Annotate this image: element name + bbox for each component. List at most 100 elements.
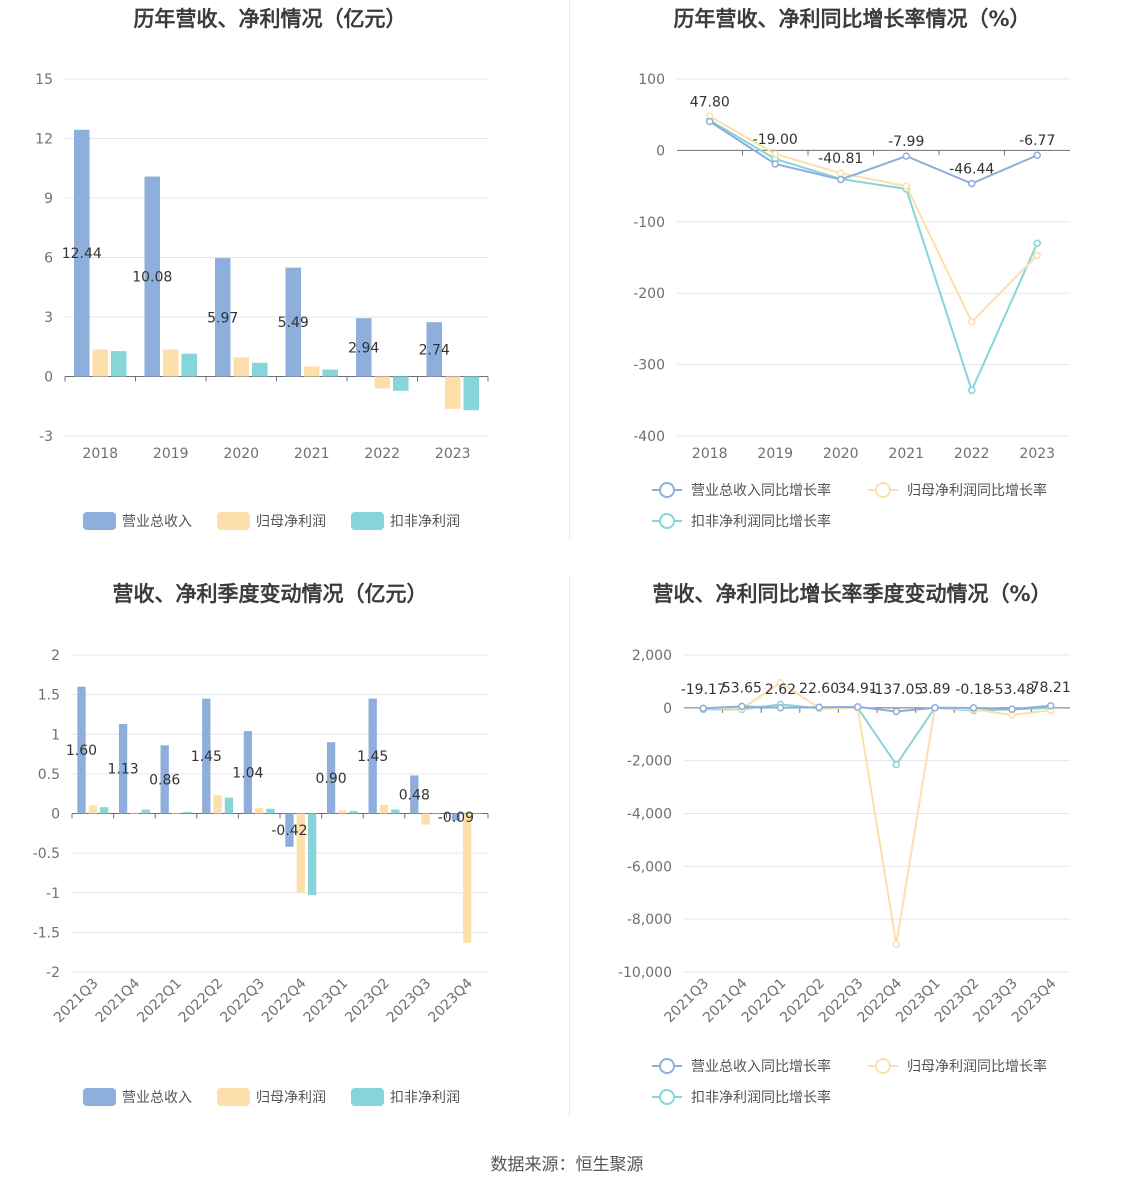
- legend-swatch-marker: [659, 482, 675, 498]
- y-tick-label: -3: [39, 429, 53, 445]
- bar-2023Q2-s2: [391, 809, 400, 814]
- point-2019-s0: [771, 160, 779, 168]
- bar-2023Q4-s0: [451, 813, 461, 821]
- y-tick-label: -2,000: [627, 754, 672, 770]
- point-2022Q4-s1: [892, 940, 901, 949]
- legend-label: 营业总收入同比增长率: [691, 1058, 831, 1075]
- bar-2023Q3-s2: [432, 813, 442, 814]
- data-label: 47.80: [690, 94, 730, 110]
- data-label: -19.00: [753, 132, 798, 148]
- point-2023-s2: [1033, 239, 1041, 247]
- legend-label: 扣非净利润同比增长率: [691, 513, 831, 530]
- data-label: 1.45: [357, 749, 388, 765]
- data-label: -0.18: [955, 682, 991, 698]
- bar-2022Q1-s0: [160, 745, 169, 814]
- data-label: 1.13: [107, 762, 138, 778]
- y-tick-label: 2: [51, 648, 60, 664]
- y-tick-label: -100: [633, 215, 665, 231]
- legend-label: 扣非净利润: [390, 514, 460, 530]
- bar-2022Q2-s0: [202, 698, 211, 814]
- data-label: 34.91: [838, 681, 878, 697]
- x-tick-label: 2022Q1: [134, 976, 185, 1027]
- bar-2021-s1: [303, 366, 320, 377]
- point-2022Q2-s0: [815, 703, 823, 711]
- bar-2023Q4-s1: [463, 813, 472, 943]
- legend-label: 归母净利润: [256, 1089, 326, 1106]
- y-tick-label: -8,000: [627, 912, 672, 928]
- bar-2022Q1-s1: [171, 812, 181, 814]
- x-tick-label: 2019: [153, 446, 189, 462]
- data-label: -7.99: [888, 134, 924, 150]
- bar-2022Q1-s2: [183, 811, 192, 814]
- bar-2020-s1: [233, 357, 250, 377]
- data-label: -6.77: [1019, 133, 1055, 149]
- x-tick-label: 2019: [757, 446, 793, 462]
- bar-2018-s0: [73, 129, 90, 377]
- y-tick-label: -4,000: [627, 807, 672, 823]
- data-label: 2.94: [348, 340, 379, 356]
- data-label: 0.86: [149, 772, 180, 788]
- data-label: 78.21: [1031, 680, 1071, 696]
- bar-2021Q4-s0: [118, 723, 128, 814]
- bar-2023Q1-s1: [338, 810, 347, 814]
- x-tick-label: 2021: [294, 446, 330, 462]
- y-tick-label: -0.5: [33, 846, 60, 862]
- chart-quarterly-revenue-profit: 营收、净利季度变动情况（亿元） -2 -1.5 -1 -0.5 0 0.5 1 1.5 2 202…: [0, 575, 570, 1120]
- legend-label: 归母净利润同比增长率: [907, 1058, 1047, 1075]
- x-tick-label: 2021Q3: [51, 976, 102, 1027]
- data-label: 3.89: [919, 682, 950, 698]
- data-label: -46.44: [949, 162, 994, 178]
- y-tick-label: 15: [35, 72, 53, 88]
- data-label: -53.48: [990, 682, 1035, 698]
- bar-2021Q3-s1: [88, 805, 97, 814]
- legend-label: 扣非净利润: [390, 1090, 460, 1106]
- y-tick-label: -6,000: [627, 859, 672, 875]
- data-label: 10.08: [132, 270, 172, 286]
- bar-2022Q4-s2: [307, 813, 317, 896]
- y-tick-label: 6: [44, 251, 53, 267]
- point-2020-s0: [837, 175, 845, 184]
- x-tick-label: 2023Q1: [301, 976, 352, 1027]
- bar-2022Q2-s1: [213, 795, 222, 814]
- legend-label: 营业总收入: [122, 1090, 192, 1106]
- point-2021-s0: [902, 152, 910, 160]
- legend-swatch-marker: [875, 482, 891, 498]
- x-tick-label: 2022: [954, 446, 990, 462]
- y-tick-label: -2: [46, 965, 60, 981]
- bar-2022Q3-s1: [255, 807, 264, 814]
- data-label: 0.48: [399, 787, 430, 803]
- y-tick-label: 9: [44, 191, 53, 207]
- point-2022Q1-s0: [776, 704, 785, 712]
- data-label: -19.17: [681, 682, 726, 698]
- bar-2023Q3-s0: [410, 775, 419, 814]
- chart-annual-revenue-profit-svg: 历年营收、净利情况（亿元） -3 0 3 6 9 12 15 2018 2019 2020 2021…: [35, 7, 489, 530]
- point-2022-s1: [968, 318, 976, 326]
- bar-2021Q4-s2: [141, 809, 150, 814]
- data-label: 22.60: [799, 681, 839, 697]
- bar-2021-s2: [322, 369, 339, 377]
- legend-swatch-marker: [659, 1089, 675, 1105]
- y-tick-label: 12: [35, 132, 53, 148]
- point-2019-s1: [771, 150, 779, 158]
- legend-label: 归母净利润同比增长率: [907, 482, 1047, 499]
- point-2022-s0: [968, 179, 976, 188]
- x-tick-label: 2023: [435, 446, 471, 462]
- bar-2022-s0: [355, 318, 372, 377]
- bar-2020-s2: [252, 362, 268, 377]
- point-2022Q1-s1: [776, 678, 785, 687]
- bar-2023-s2: [463, 376, 480, 411]
- bar-2018-s2: [111, 351, 127, 377]
- x-tick-label: 2020: [223, 446, 259, 462]
- point-2023Q1-s0: [931, 703, 939, 712]
- y-tick-label: 2,000: [632, 648, 672, 664]
- chart-annual-growth-rate: 历年营收、净利同比增长率情况（%） -400 -300 -200 -100 0 100 20…: [570, 0, 1134, 545]
- bar-2022Q3-s2: [266, 808, 275, 814]
- chart-title: 营收、净利同比增长率季度变动情况（%）: [652, 582, 1051, 606]
- series-line-s1: [703, 681, 1051, 945]
- point-2023Q3-s0: [1008, 705, 1016, 713]
- x-tick-label: 2022Q3: [217, 976, 268, 1027]
- vertical-divider-top: [569, 0, 570, 540]
- data-label: 5.97: [207, 310, 238, 326]
- y-tick-label: 0: [51, 807, 60, 823]
- y-tick-label: -1: [46, 886, 60, 902]
